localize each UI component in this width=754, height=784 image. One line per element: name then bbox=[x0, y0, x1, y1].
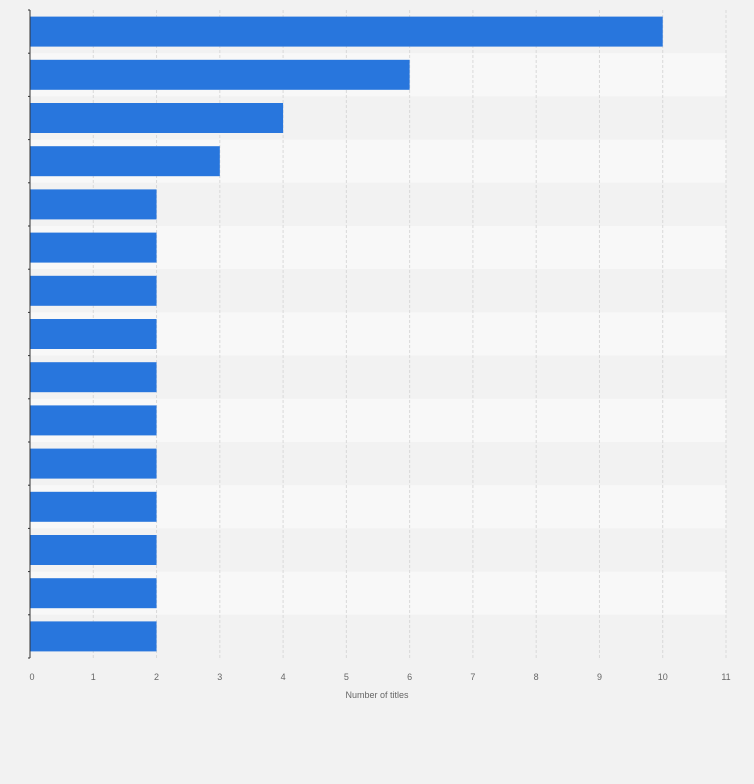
x-tick-label: 6 bbox=[407, 672, 412, 682]
bar bbox=[30, 275, 157, 306]
x-tick-label: 1 bbox=[91, 672, 96, 682]
x-tick-label: 3 bbox=[217, 672, 222, 682]
bar bbox=[30, 362, 157, 393]
y-axis bbox=[28, 9, 31, 659]
x-tick-label: 5 bbox=[344, 672, 349, 682]
x-tick-label: 0 bbox=[29, 672, 34, 682]
bar bbox=[30, 578, 157, 609]
x-tick-label: 10 bbox=[658, 672, 668, 682]
x-tick-label: 11 bbox=[721, 672, 730, 682]
bar bbox=[30, 491, 157, 522]
bar bbox=[30, 319, 157, 349]
x-tick-labels: 0 1 2 3 4 5 6 7 8 9 10 11 bbox=[29, 672, 730, 682]
bar bbox=[30, 59, 410, 90]
x-tick-label: 4 bbox=[281, 672, 286, 682]
bar bbox=[30, 405, 157, 436]
x-tick-label: 8 bbox=[534, 672, 539, 682]
x-tick-label: 7 bbox=[470, 672, 475, 682]
x-tick-label: 9 bbox=[597, 672, 602, 682]
bar bbox=[30, 146, 220, 177]
bars bbox=[30, 16, 663, 652]
bar bbox=[30, 621, 157, 652]
bar bbox=[30, 16, 663, 47]
bar bbox=[30, 189, 157, 220]
x-tick-label: 2 bbox=[154, 672, 159, 682]
x-axis-label: Number of titles bbox=[345, 690, 409, 700]
bar bbox=[30, 103, 284, 133]
bar bbox=[30, 535, 157, 565]
bar bbox=[30, 232, 157, 263]
bar bbox=[30, 448, 157, 479]
